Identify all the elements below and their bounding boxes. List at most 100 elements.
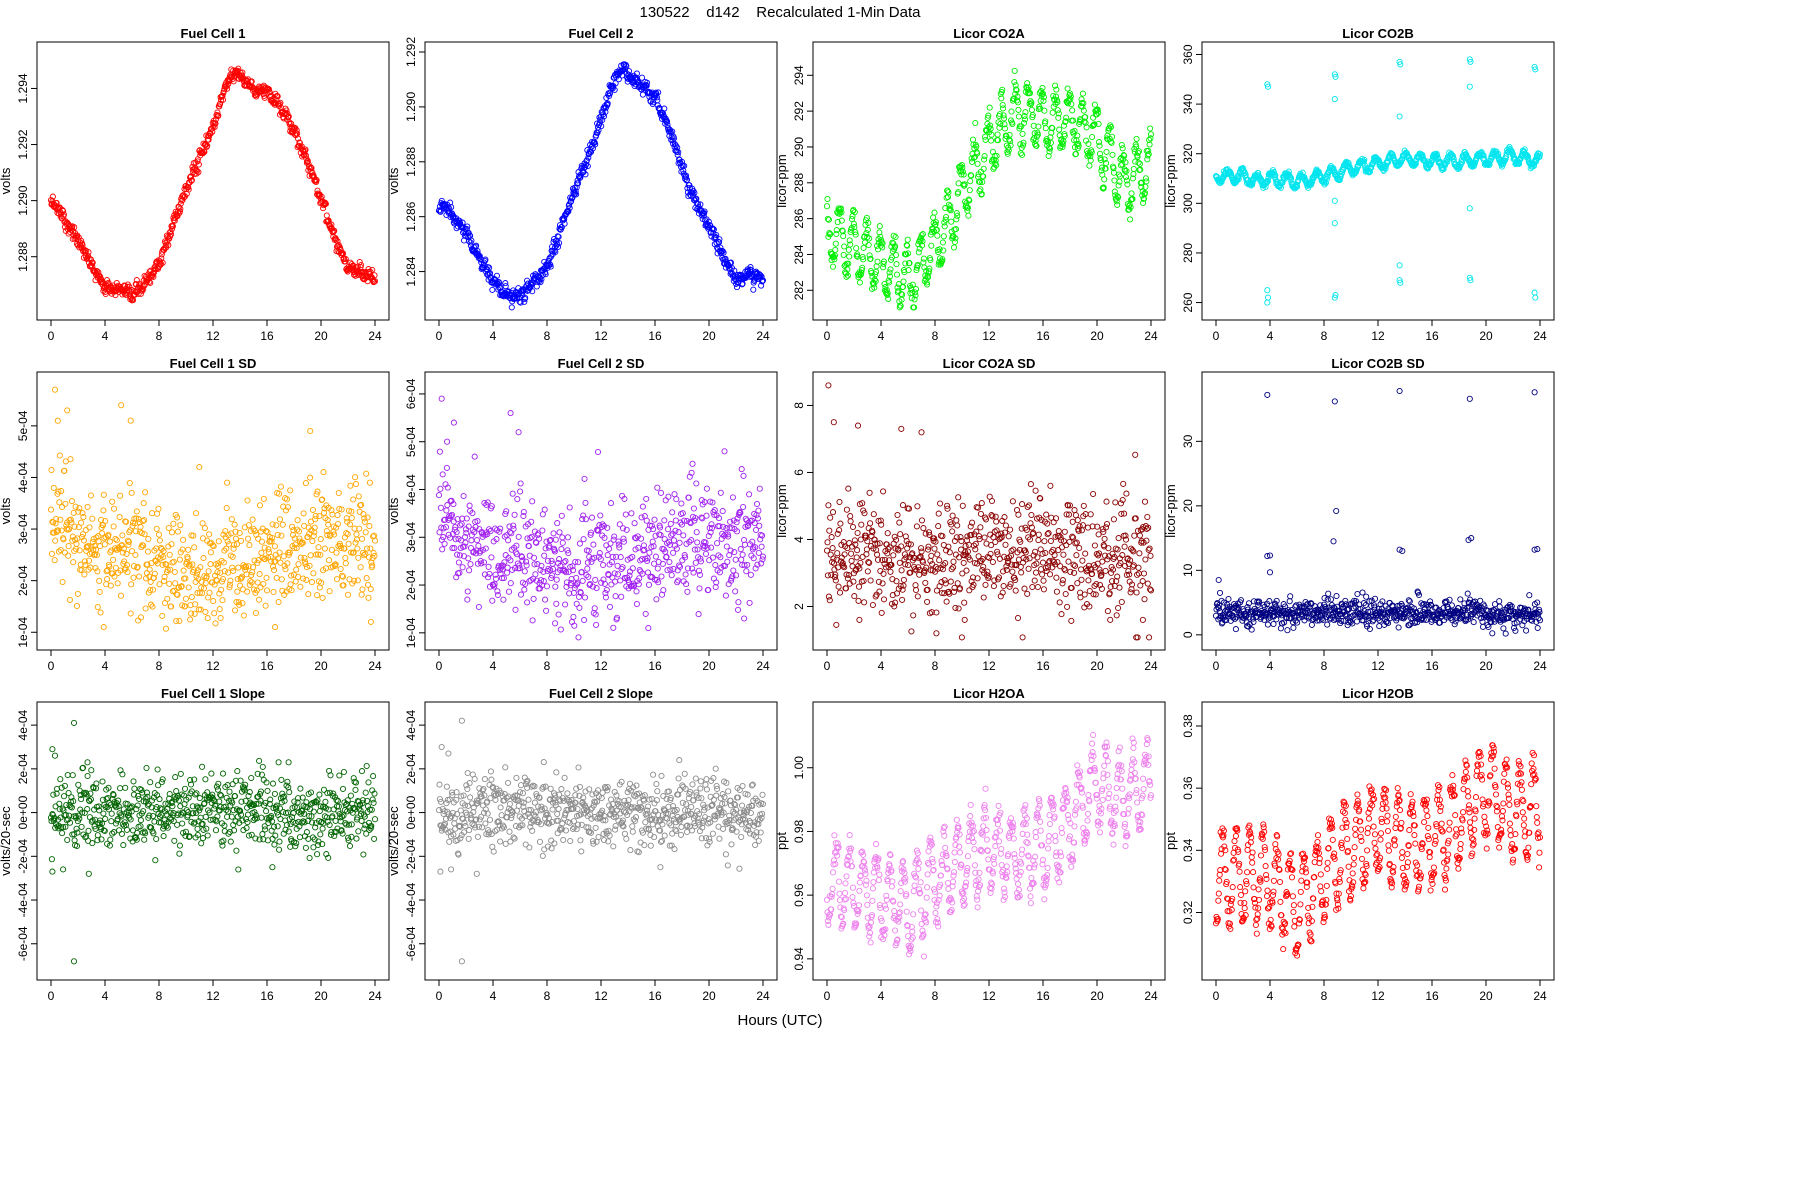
data-point [947, 207, 954, 214]
data-point [1115, 182, 1122, 189]
data-point [853, 554, 860, 561]
data-point [646, 549, 653, 556]
data-point [551, 247, 558, 254]
data-point [65, 543, 72, 550]
data-point [252, 609, 259, 617]
data-point [355, 493, 362, 500]
data-point [891, 533, 898, 540]
data-point [333, 236, 340, 243]
data-point [1075, 142, 1082, 149]
data-point [325, 217, 332, 224]
data-point [910, 612, 917, 619]
data-point [328, 221, 335, 228]
data-point [981, 156, 988, 163]
data-point [317, 536, 324, 543]
data-point [897, 302, 904, 309]
data-point [854, 529, 861, 537]
data-point [369, 266, 376, 273]
data-point [1091, 121, 1098, 128]
data-point [285, 113, 292, 120]
data-point [205, 568, 212, 575]
data-point [96, 588, 103, 595]
data-point [511, 511, 518, 518]
data-point [1133, 135, 1140, 142]
data-point [582, 516, 589, 523]
data-point [953, 216, 960, 223]
data-point [919, 231, 926, 238]
data-point [1118, 141, 1125, 149]
data-point [212, 620, 219, 627]
data-point [952, 226, 959, 233]
data-point [235, 564, 242, 571]
data-point [1249, 179, 1256, 186]
y-tick-label: 284 [792, 244, 806, 264]
data-point [1103, 148, 1110, 155]
data-point [302, 152, 309, 159]
data-point [1058, 139, 1066, 146]
data-point [585, 154, 592, 161]
data-point [837, 205, 844, 212]
data-point [703, 512, 710, 519]
data-point [846, 253, 853, 260]
data-point [731, 267, 738, 274]
data-point [729, 494, 736, 501]
data-point [159, 259, 166, 266]
data-point [195, 161, 202, 168]
data-point [176, 617, 183, 625]
chart-title: Fuel Cell 1 [180, 26, 245, 41]
data-point [584, 559, 591, 566]
data-point [516, 298, 523, 305]
data-point [204, 615, 211, 622]
data-point [997, 120, 1004, 127]
data-point [606, 603, 614, 610]
data-point [864, 234, 871, 241]
data-point [443, 507, 450, 514]
data-point [738, 466, 745, 473]
data-point [877, 233, 884, 240]
data-point [654, 484, 661, 491]
data-point [118, 402, 125, 409]
data-point [562, 558, 569, 565]
data-point [1042, 125, 1049, 132]
data-point [732, 556, 739, 563]
data-point [337, 565, 344, 573]
y-tick-label: 6 [792, 469, 806, 476]
data-point [870, 281, 877, 288]
data-point [1088, 149, 1095, 156]
data-point [756, 522, 763, 529]
data-point [899, 596, 906, 603]
data-point [51, 557, 58, 564]
data-point [735, 279, 742, 286]
data-point [838, 209, 845, 216]
data-point [326, 588, 333, 595]
data-point [581, 616, 588, 624]
data-point [1015, 511, 1022, 518]
data-point [358, 591, 365, 598]
data-point [1011, 78, 1018, 86]
data-point [485, 574, 492, 581]
data-point [509, 490, 516, 497]
data-point [541, 552, 548, 559]
data-point [747, 264, 754, 271]
data-point [171, 568, 178, 576]
data-point [175, 204, 182, 211]
data-point [319, 594, 326, 601]
data-point [1068, 617, 1075, 624]
data-point [464, 596, 471, 603]
data-point [1001, 553, 1008, 560]
data-point [851, 209, 858, 216]
data-point [1053, 86, 1060, 93]
y-axis-label: volts [386, 497, 401, 524]
data-point [150, 273, 157, 280]
data-point [1029, 583, 1036, 591]
x-tick-label: 8 [544, 659, 551, 673]
data-point [231, 607, 239, 614]
data-point [543, 583, 551, 590]
data-point [135, 617, 142, 624]
data-point [1062, 567, 1069, 574]
data-point [1077, 566, 1085, 573]
data-point [521, 298, 528, 305]
data-point [853, 245, 860, 252]
data-point [113, 537, 120, 544]
data-point [309, 169, 316, 176]
